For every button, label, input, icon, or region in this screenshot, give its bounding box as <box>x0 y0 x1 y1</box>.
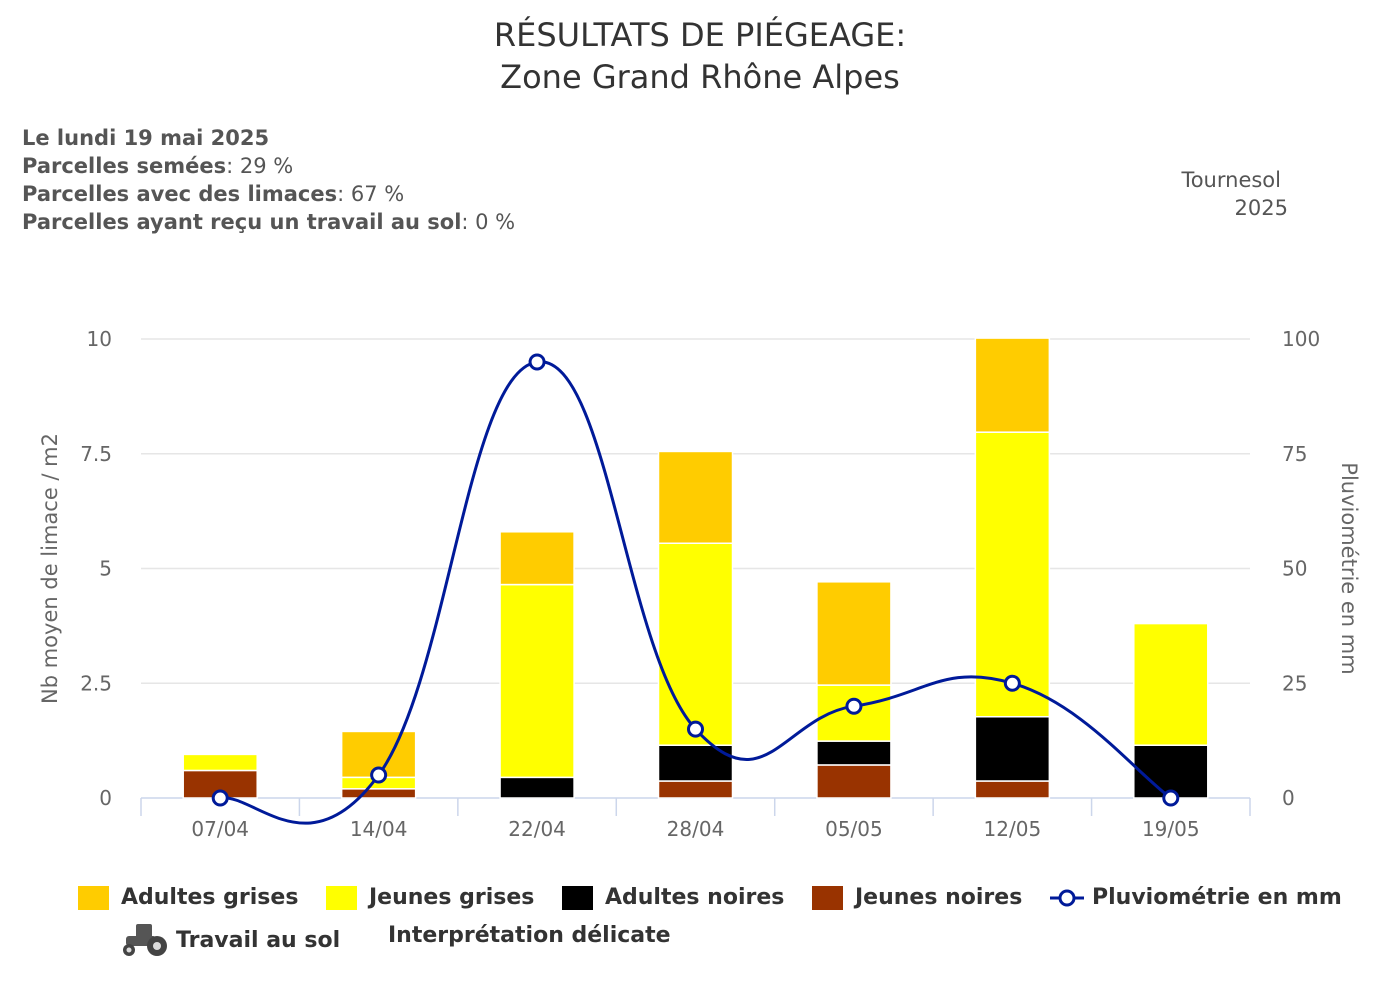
tractor-icon <box>123 924 167 956</box>
y-tick-label: 10 <box>87 327 112 351</box>
bar-adultes-noires <box>1133 744 1209 799</box>
y-right-tick-label: 25 <box>1282 671 1307 695</box>
rainfall-point <box>687 720 704 738</box>
bar-jeunes-noires <box>340 788 417 799</box>
x-tick-label: 14/04 <box>350 817 408 841</box>
legend-label: Jeunes noires <box>855 885 1023 910</box>
chart-title-line1: RÉSULTATS DE PIÉGEAGE: <box>493 16 907 54</box>
legend-label: Adultes noires <box>605 885 785 910</box>
legend-swatch <box>78 885 109 910</box>
x-tick-label: 07/04 <box>191 817 249 841</box>
crop-name: Tournesol <box>1181 168 1281 192</box>
bar-adultes-noires <box>499 776 575 799</box>
x-tick-label: 19/05 <box>1142 817 1200 841</box>
x-tick-label: 05/05 <box>825 817 883 841</box>
bar-jeunes-noires <box>657 780 734 799</box>
info-limaces-label: Parcelles avec des limaces <box>22 182 338 206</box>
rainfall-line <box>220 360 1172 825</box>
crop-label: Tournesol 2025 <box>1181 166 1288 222</box>
info-date: Le lundi 19 mai 2025 <box>22 126 270 150</box>
rainfall-point <box>211 789 229 807</box>
legend-jeunes-noires[interactable]: Jeunes noires <box>812 885 1022 910</box>
legend-pluviometrie[interactable]: Pluviométrie en mm <box>1050 885 1342 910</box>
bar-jeunes-grises <box>499 583 575 779</box>
legend-swatch <box>812 885 843 910</box>
bar-jeunes-noires <box>974 780 1051 799</box>
x-tick-label: 12/05 <box>984 817 1042 841</box>
legend-label: Jeunes grises <box>369 885 535 910</box>
rainfall-point <box>1003 674 1021 692</box>
legend-swatch <box>562 885 593 910</box>
crop-year: 2025 <box>1234 196 1288 220</box>
y-tick-label: 0 <box>99 786 112 810</box>
legend-adultes-grises[interactable]: Adultes grises <box>78 885 298 910</box>
bar-adultes-grises <box>816 581 892 686</box>
info-travail-value: : 0 % <box>461 210 516 234</box>
y-right-tick-label: 100 <box>1282 327 1320 351</box>
y-tick-label: 7.5 <box>80 442 112 466</box>
y-axis-title: Nb moyen de limace / m2 <box>38 433 62 704</box>
info-semees-label: Parcelles semées <box>22 154 227 178</box>
bar-jeunes-grises <box>657 542 734 746</box>
legend-adultes-noires[interactable]: Adultes noires <box>562 885 784 910</box>
rainfall-point <box>370 766 388 784</box>
bar-jeunes-noires <box>816 764 892 799</box>
y-tick-label: 5 <box>99 557 112 581</box>
legend-line-marker-icon <box>1050 889 1084 906</box>
x-tick-label: 22/04 <box>508 817 566 841</box>
legend-label: Interprétation délicate <box>388 923 671 948</box>
rainfall-point <box>528 353 546 371</box>
bar-adultes-grises <box>974 337 1051 433</box>
chart-title-line2: Zone Grand Rhône Alpes <box>500 58 900 96</box>
bar-jeunes-grises <box>974 431 1051 718</box>
info-semees-value: : 29 % <box>226 154 294 178</box>
legend-interpretation[interactable]: Interprétation délicate <box>388 923 671 948</box>
rainfall-point <box>1162 789 1180 807</box>
bar-adultes-noires <box>816 740 892 766</box>
y-right-tick-label: 75 <box>1282 442 1307 466</box>
info-block: Le lundi 19 mai 2025 Parcelles semées: 2… <box>22 124 515 236</box>
info-limaces-value: : 67 % <box>337 182 405 206</box>
info-travail-label: Parcelles ayant reçu un travail au sol <box>22 210 462 234</box>
y-tick-label: 2.5 <box>80 671 112 695</box>
legend-label: Travail au sol <box>176 927 341 953</box>
rainfall-point <box>845 697 863 715</box>
bar-adultes-grises <box>499 531 575 586</box>
y-right-tick-label: 50 <box>1282 557 1307 581</box>
bar-adultes-grises <box>657 450 734 545</box>
bar-jeunes-grises <box>182 753 258 772</box>
bar-jeunes-grises <box>1133 622 1209 746</box>
bar-adultes-noires <box>974 716 1051 782</box>
y-right-tick-label: 0 <box>1282 786 1295 810</box>
legend-label: Pluviométrie en mm <box>1092 885 1342 910</box>
y-right-axis-title: Pluviométrie en mm <box>1337 462 1361 674</box>
legend-label: Adultes grises <box>121 885 299 910</box>
legend-swatch <box>326 885 357 910</box>
legend-jeunes-grises[interactable]: Jeunes grises <box>326 885 534 910</box>
x-tick-label: 28/04 <box>667 817 725 841</box>
legend-travail-sol[interactable]: Travail au sol <box>120 922 340 958</box>
